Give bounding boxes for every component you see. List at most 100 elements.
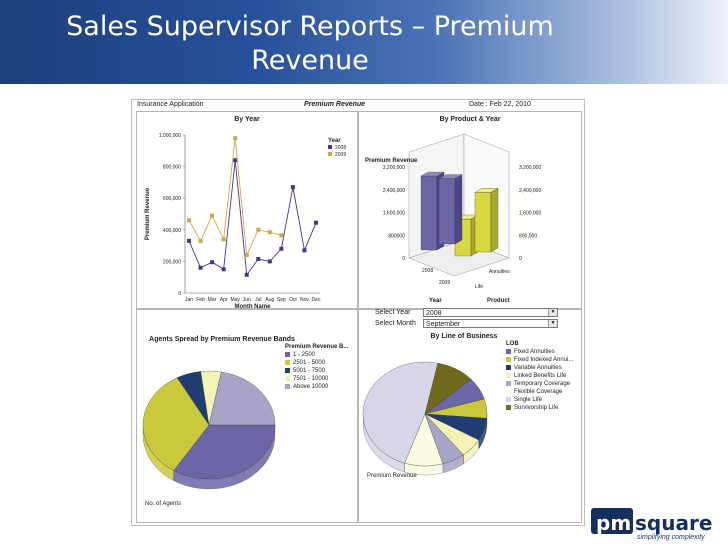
data-point-2009	[221, 237, 226, 242]
dashboard: Insurance Application Premium Revenue Da…	[131, 99, 585, 526]
right-tick-label: 3,200,000	[519, 165, 541, 171]
lob-legend-label: Single Life	[514, 397, 543, 403]
lob-legend-swatch	[506, 388, 511, 394]
data-point-2008	[198, 265, 203, 270]
chevron-down-icon[interactable]: ▼	[548, 320, 557, 327]
select-year-value: 2008	[426, 310, 442, 317]
lob-legend-item: Fixed Annuities	[506, 348, 573, 356]
x-tick-label: Jul	[255, 297, 261, 303]
lob-legend-swatch	[506, 348, 511, 354]
bar-Annuities-2008	[420, 175, 438, 251]
by-product-panel: By Product & Year 3,200,000 2,400,000 1,60…	[358, 111, 582, 309]
lob-legend-title: LOB	[506, 341, 519, 347]
lob-legend-item: Fixed Indexed Annui...	[506, 356, 573, 364]
lob-legend-label: Survivorship Life	[514, 405, 559, 411]
x-tick-label: Feb	[196, 297, 205, 303]
lob-slice-7	[424, 362, 472, 415]
bar-side	[490, 188, 499, 253]
date-label: Date : Feb 22, 2010	[469, 101, 531, 108]
agents-slice-1	[142, 377, 210, 471]
x-tick-label: Mar	[208, 297, 217, 303]
x-tick-label: Nov	[300, 297, 309, 303]
select-month-label: Select Month	[375, 320, 416, 327]
legend-swatch-2008	[328, 145, 332, 149]
x-tick-label: Jan	[185, 297, 193, 303]
x-tick-label: Jun	[243, 297, 251, 303]
bar-side	[454, 174, 463, 245]
agents-legend-swatch	[285, 351, 290, 357]
agents-legend-label: 2501 - 5000	[293, 360, 326, 366]
left-tick-label: 0	[402, 256, 405, 262]
chevron-down-icon[interactable]: ▼	[548, 309, 557, 316]
year-axis-label: Year	[429, 298, 442, 304]
lob-legend-swatch	[506, 404, 511, 410]
logo-mark	[591, 508, 633, 534]
product-label: Life	[475, 284, 483, 290]
lob-legend-label: Linked Benefits Life	[514, 373, 567, 379]
agents-legend-swatch	[285, 383, 290, 389]
select-month-dropdown[interactable]: September ▼	[423, 319, 558, 328]
lob-caption: Premium Revenue	[367, 473, 417, 479]
pmsquare-logo: pm square simplifying complexity	[591, 498, 723, 546]
x-tick-label: Aug	[265, 297, 274, 303]
left-tick-label: 800000	[388, 233, 405, 239]
bar-Life-2008	[438, 178, 456, 245]
data-point-2008	[256, 257, 261, 262]
agents-caption: No. of Agents	[145, 501, 182, 507]
by-year-chart: 1,000,000 800,000 600,000 400,000 200,000 0 Ja…	[145, 133, 346, 308]
agents-legend-swatch	[285, 367, 290, 373]
year-label: 2009	[439, 280, 450, 286]
agents-legend: Premium Revenue B... 1 - 2500 2501 - 5000…	[285, 343, 348, 391]
lob-title: By Line of Business	[430, 333, 498, 340]
agents-legend-label: 1 - 2500	[293, 352, 316, 358]
lob-slice-6	[362, 361, 439, 464]
data-point-2009	[267, 230, 272, 235]
legend-title: Year	[328, 138, 341, 144]
select-year-dropdown[interactable]: 2008 ▼	[423, 308, 558, 317]
logo-tagline: simplifying complexity	[637, 534, 705, 541]
logo-square-text: square	[635, 511, 713, 535]
x-tick-label: Apr	[220, 297, 228, 303]
lob-legend: LOB Fixed Annuities Fixed Indexed Annui..…	[506, 340, 573, 412]
data-point-2009	[198, 238, 203, 243]
report-name: Premium Revenue	[304, 101, 366, 108]
select-month-value: September	[426, 321, 461, 328]
agents-legend-swatch	[285, 359, 290, 365]
series-line-2009	[188, 138, 282, 257]
agents-legend-item: 5001 - 7500	[285, 367, 348, 375]
lob-legend-label: Temporary Coverage	[514, 381, 571, 387]
x-axis-label: Month Name	[235, 304, 272, 308]
title-band	[0, 0, 728, 84]
right-tick-label: 0	[519, 256, 522, 262]
lob-legend-item: Survivorship Life	[506, 404, 573, 412]
data-point-2008	[290, 185, 295, 190]
left-tick-label: 2,400,000	[383, 188, 405, 194]
right-tick-label: 800,000	[519, 233, 537, 239]
y-axis-label: Premium Revenue	[145, 187, 151, 240]
right-tick-label: 2,400,000	[519, 188, 541, 194]
agents-legend-title: Premium Revenue B...	[285, 344, 349, 350]
lob-legend-label: Fixed Annuities	[514, 349, 555, 355]
product-label: Annuities	[489, 269, 510, 275]
by-product-title: By Product & Year	[439, 116, 501, 123]
year-label: 2008	[422, 268, 433, 274]
y-tick-label: 800,000	[163, 165, 181, 171]
data-point-2008	[210, 260, 215, 265]
agents-legend-label: 5001 - 7500	[293, 368, 326, 374]
legend-label-2008: 2008	[335, 145, 346, 151]
y-tick-label: 0	[178, 291, 181, 297]
lob-legend-swatch	[506, 356, 511, 362]
right-tick-label: 1,600,000	[519, 211, 541, 217]
lob-legend-label: Variable Annuities	[514, 365, 562, 371]
y-tick-label: 1,000,000	[159, 133, 181, 139]
lob-legend-item: Single Life	[506, 396, 573, 404]
agents-slice-4	[208, 371, 276, 426]
lob-legend-label: Fixed Indexed Annui...	[514, 357, 574, 363]
lob-legend-item: Temporary Coverage	[506, 380, 573, 388]
data-point-2008	[302, 248, 307, 253]
data-point-2009	[279, 233, 284, 238]
data-point-2009	[210, 213, 215, 218]
agents-legend-label: Above 10000	[293, 384, 329, 390]
y-tick-label: 400,000	[163, 228, 181, 234]
agents-chart	[142, 370, 276, 490]
